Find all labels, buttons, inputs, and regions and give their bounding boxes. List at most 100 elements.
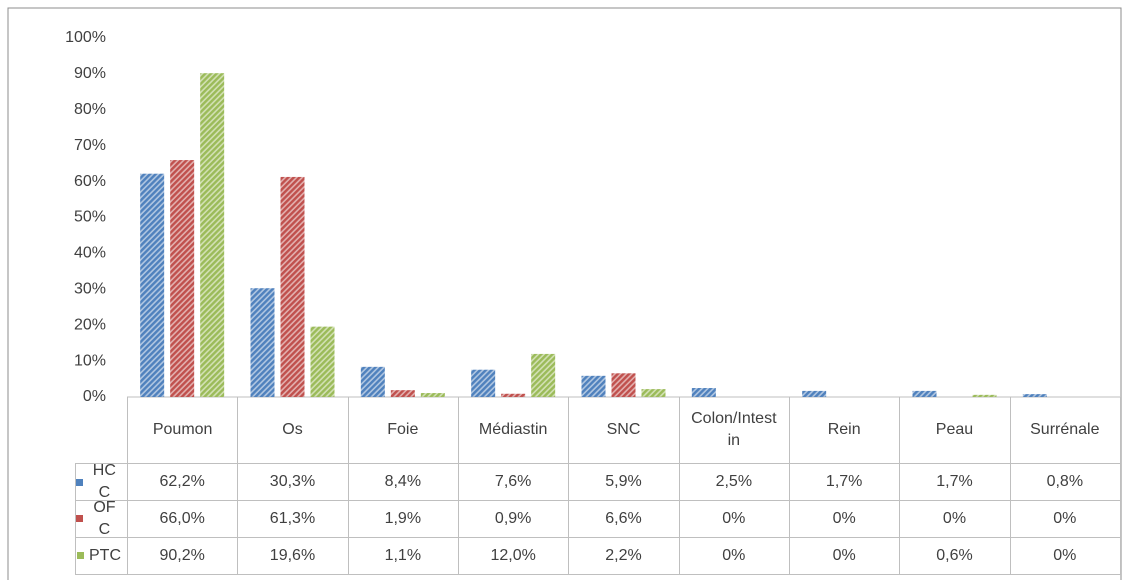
bar (310, 326, 335, 397)
value-cell-text: 61,3% (269, 509, 316, 527)
value-cell: 0% (678, 537, 790, 575)
value-cell: 1,7% (899, 463, 1011, 501)
category-cell-text: SNC (606, 421, 641, 438)
category-cell: Poumon (127, 397, 239, 464)
category-cell: Rein (789, 397, 901, 464)
y-tick-label: 90% (74, 65, 106, 82)
y-tick-label: 70% (74, 137, 106, 154)
value-cell-text: 12,0% (490, 546, 536, 564)
category-cell: SNC (568, 397, 680, 464)
value-cell: 0% (1009, 500, 1121, 538)
value-cell-text: 2,5% (715, 472, 753, 490)
chart-border (7, 7, 1122, 580)
bar (170, 160, 195, 397)
value-cell-text: 62,2% (159, 472, 205, 490)
bar (250, 288, 275, 397)
value-cell: 90,2% (127, 537, 239, 575)
value-cell: 0,6% (899, 537, 1011, 575)
bar (200, 73, 225, 397)
value-cell-text: 8,4% (384, 472, 422, 490)
value-cell: 2,5% (678, 463, 790, 501)
value-cell-text: 66,0% (159, 509, 205, 527)
bar (140, 173, 165, 397)
value-cell-text: 0,9% (494, 509, 532, 527)
value-cell: 0,9% (458, 500, 570, 538)
bar (420, 393, 445, 397)
bar (280, 176, 305, 397)
value-cell-text: 30,3% (269, 472, 316, 490)
value-cell: 1,1% (347, 537, 459, 575)
y-tick-label: 30% (74, 281, 106, 298)
legend-swatch (76, 515, 83, 522)
category-cell: Surrénale (1009, 397, 1121, 464)
bar (611, 373, 636, 397)
value-cell: 61,3% (237, 500, 349, 538)
bar (531, 353, 556, 397)
category-cell: Peau (899, 397, 1011, 464)
value-cell-text: 90,2% (159, 546, 205, 564)
value-cell-text: 0% (722, 546, 746, 564)
legend-swatch (76, 478, 83, 486)
category-cell-text: Rein (827, 421, 861, 438)
value-cell: 5,9% (568, 463, 680, 501)
value-cell: 12,0% (458, 537, 570, 575)
y-tick-label: 60% (74, 173, 106, 190)
bar (1022, 394, 1047, 397)
legend-label: OFC (93, 498, 116, 538)
value-cell-text: 19,6% (269, 546, 316, 564)
value-cell: 1,9% (347, 500, 459, 538)
value-cell: 0% (789, 500, 901, 538)
legend-cell: PTC (75, 537, 128, 575)
y-tick-label: 80% (74, 101, 106, 118)
category-cell-text: Peau (935, 421, 974, 438)
value-cell: 1,7% (789, 463, 901, 501)
value-cell-text: 1,1% (384, 546, 422, 564)
value-cell-text: 6,6% (605, 509, 642, 527)
y-tick-label: 10% (74, 352, 106, 369)
value-cell-text: 0,8% (1046, 472, 1084, 490)
category-cell-text: Surrénale (1030, 421, 1100, 438)
value-cell-text: 1,7% (936, 472, 973, 490)
value-cell-text: 0% (942, 509, 967, 527)
value-cell: 0% (678, 500, 790, 538)
value-cell: 0,8% (1009, 463, 1121, 501)
bar (912, 390, 937, 397)
bar (802, 390, 827, 397)
value-cell-text: 0% (722, 509, 746, 527)
value-cell-text: 0,6% (936, 546, 973, 564)
value-cell: 66,0% (127, 500, 239, 538)
value-cell: 19,6% (237, 537, 349, 575)
value-cell-text: 5,9% (605, 472, 642, 490)
y-tick-label: 40% (74, 245, 106, 262)
category-cell-text: Foie (387, 421, 419, 438)
y-tick-label: 20% (74, 316, 106, 333)
bar (641, 389, 666, 397)
value-cell-text: 0% (1053, 546, 1077, 564)
value-cell-text: 0% (832, 546, 856, 564)
value-cell: 8,4% (347, 463, 459, 501)
bar (501, 393, 526, 397)
value-cell: 0% (899, 500, 1011, 538)
value-cell: 30,3% (237, 463, 349, 501)
category-cell-text: Médiastin (478, 421, 548, 438)
value-cell-text: 0% (1053, 509, 1077, 527)
y-tick-label: 0% (83, 388, 106, 405)
value-cell-text: 2,2% (605, 546, 642, 564)
category-cell-text: Os (282, 421, 303, 438)
y-tick-label: 50% (74, 209, 106, 226)
legend-label: HCC (92, 462, 116, 501)
legend-cell: OFC (75, 498, 128, 538)
value-cell-text: 7,6% (494, 472, 532, 490)
bar (360, 366, 385, 397)
bar (581, 375, 606, 397)
y-tick-label: 100% (65, 29, 106, 46)
category-cell-text: Poumon (152, 421, 213, 438)
legend-cell: HCC (75, 462, 128, 501)
category-cell: Foie (347, 397, 459, 464)
value-cell-text: 1,7% (825, 472, 863, 490)
category-cell-text: Colon/Intestin (691, 410, 777, 449)
category-cell: Médiastin (458, 397, 570, 464)
bar (691, 388, 716, 397)
